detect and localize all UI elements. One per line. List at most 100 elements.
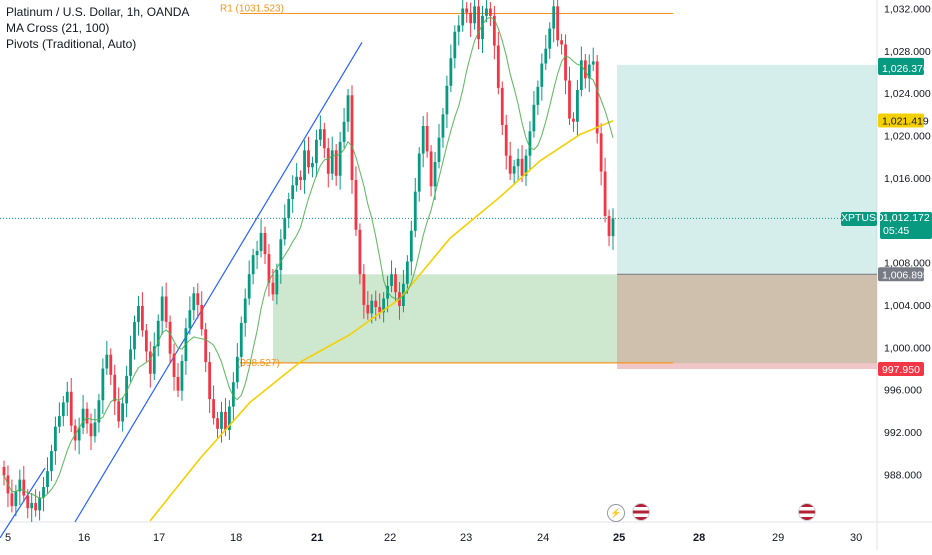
candle-body [421,126,425,154]
candle-body [271,282,275,295]
candle-body [129,349,132,376]
candle-body [220,411,223,429]
candle-body [461,8,465,26]
candle-body [489,8,492,16]
candle-body [564,44,567,81]
candle-body [311,163,314,168]
candle-body [307,150,310,168]
candle-body [22,479,26,496]
candle-body [374,300,378,308]
y-tick-label: 1,004.000 [884,300,931,312]
candle-body [275,270,279,295]
candle-body [235,356,239,383]
candle-body [73,425,77,441]
candle-body [453,31,457,59]
candle-body [429,151,433,187]
candle-body [18,479,22,492]
ma-fast-line [3,16,614,499]
candle-body [405,261,409,284]
candle-body [390,274,393,286]
candle-body [192,293,196,311]
candle-body [251,255,255,275]
candle-body [322,129,326,149]
candle-body [2,466,6,476]
candle-body [160,296,164,321]
candle-body [93,422,97,437]
candle-body [473,6,476,24]
candle-body [283,218,287,240]
candle-body [449,58,453,86]
y-tick-label: 1,020.000 [884,131,931,143]
us-flag-event-icon[interactable] [632,503,650,521]
candle-body [196,293,200,305]
candle-body [576,90,579,122]
x-tick-label: 30 [850,532,862,544]
candle-body [14,491,18,507]
candle-body [50,451,53,472]
pivots-indicator-label[interactable]: Pivots (Traditional, Auto) [6,37,137,51]
symbol-title: Platinum / U.S. Dollar, 1h, OANDA [6,5,190,19]
candle-body [46,471,49,488]
price-axis-label-bg [878,61,924,76]
candle-body [141,306,144,331]
x-tick-label: 5 [5,532,11,544]
candle-body [117,401,121,422]
candle-body [69,391,73,426]
candle-body [105,354,109,369]
candle-body [176,376,180,391]
candle-body [26,495,30,509]
candle-body [172,353,176,377]
candle-body [524,155,528,176]
lightning-event-icon[interactable]: ⚡ [607,504,625,522]
candle-body [291,185,295,200]
candle-body [413,191,417,231]
us-flag-event-icon[interactable] [798,503,816,521]
trend-line [0,467,46,539]
demand-zone [273,274,617,364]
candle-body [611,218,615,237]
ma-cross-indicator-label[interactable]: MA Cross (21, 100) [6,21,110,35]
candle-body [255,250,259,256]
price-axis-label: 1,026.376 [882,63,929,75]
candle-body [445,85,449,115]
candle-body [457,25,461,32]
candle-body [394,274,397,293]
price-axis-label-bg [878,113,924,128]
candle-body [34,502,38,511]
bar-countdown: 05:45 [883,225,910,237]
candle-body [362,274,366,305]
candle-body [512,166,516,174]
stop-zone [617,274,877,369]
current-price-value: 1,012.172 [883,212,930,224]
x-tick-label: 21 [311,532,323,544]
candle-body [57,416,61,427]
candle-body [152,346,156,374]
candle-body [137,306,140,322]
y-tick-label: 1,000.000 [884,342,931,354]
candle-body [342,121,346,142]
candle-body [89,423,93,437]
candle-body [354,180,358,230]
candle-body [279,239,283,270]
candle-body [224,411,227,430]
candle-body [239,322,243,357]
candle-body [259,232,263,251]
x-tick-label: 16 [78,532,90,544]
candle-body [500,87,504,125]
candle-body [532,104,536,132]
candle-body [216,418,219,429]
candle-body [579,60,583,90]
candle-body [318,129,322,140]
candle-body [338,141,342,176]
candle-body [556,6,560,41]
x-tick-label: 29 [772,532,784,544]
candle-body [81,408,85,428]
stop-zone-edge [617,363,877,369]
candle-body [101,368,105,401]
candle-body [109,354,113,375]
price-axis-label: 997.950 [882,364,920,376]
candle-body [113,374,117,402]
candle-body [520,158,524,176]
